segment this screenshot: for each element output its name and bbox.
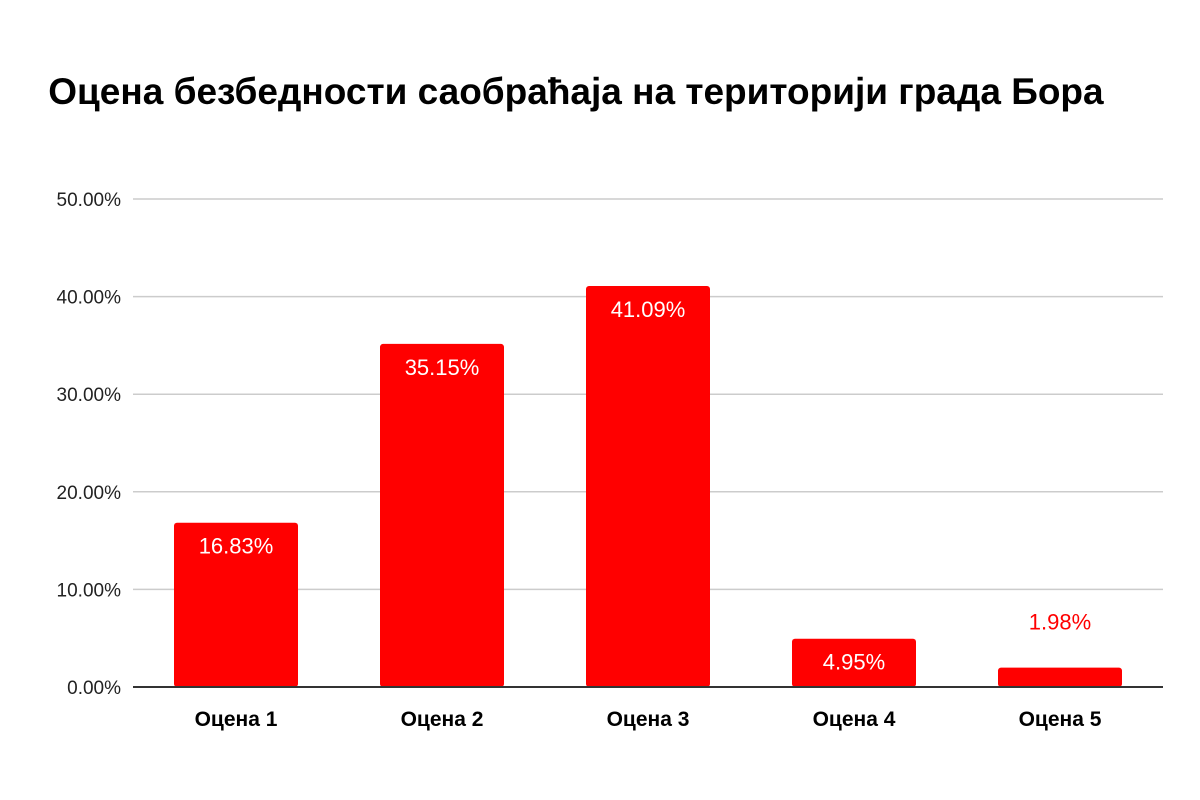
x-tick-label: Оцена 1 — [195, 708, 278, 731]
y-axis-ticks: 0.00% 10.00% 20.00% 30.00% 40.00% 50.00% — [57, 190, 122, 699]
data-label: 16.83% — [199, 534, 274, 559]
x-tick-label: Оцена 2 — [401, 708, 484, 731]
y-tick-label: 10.00% — [57, 580, 122, 601]
x-tick-label: Оцена 3 — [607, 708, 690, 731]
bar — [174, 522, 298, 687]
x-axis-ticks: Оцена 1 Оцена 2 Оцена 3 Оцена 4 Оцена 5 — [195, 708, 1102, 731]
y-tick-label: 0.00% — [67, 678, 121, 699]
y-tick-label: 50.00% — [57, 190, 122, 211]
data-label: 41.09% — [611, 297, 686, 322]
chart-title: Оцена безбедности саобраћаја на територи… — [38, 71, 1104, 112]
y-tick-label: 30.00% — [57, 385, 122, 406]
y-tick-label: 20.00% — [57, 483, 122, 504]
data-labels: 16.83% 35.15% 41.09% 4.95% 1.98% — [199, 297, 1092, 675]
bar — [586, 285, 710, 687]
data-label: 4.95% — [823, 650, 885, 675]
x-tick-label: Оцена 4 — [813, 708, 896, 731]
bar — [792, 638, 916, 687]
y-tick-label: 40.00% — [57, 288, 122, 309]
bar — [380, 343, 504, 687]
x-tick-label: Оцена 5 — [1019, 708, 1102, 731]
bars — [174, 285, 1122, 687]
data-label: 1.98% — [1029, 610, 1091, 635]
bar — [998, 667, 1122, 687]
data-label: 35.15% — [405, 355, 480, 380]
